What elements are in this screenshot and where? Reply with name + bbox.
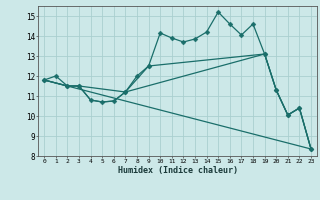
X-axis label: Humidex (Indice chaleur): Humidex (Indice chaleur) [118,166,238,175]
